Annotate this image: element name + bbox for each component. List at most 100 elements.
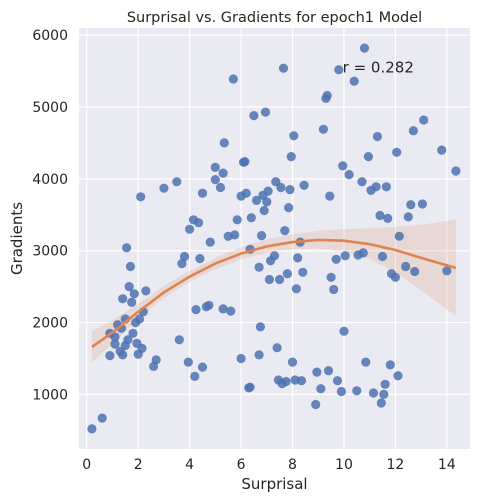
data-point [299, 180, 309, 190]
data-point [376, 398, 386, 408]
data-point [125, 261, 135, 272]
data-point [87, 424, 97, 434]
data-point [340, 251, 350, 261]
data-point [260, 107, 271, 117]
data-point [410, 266, 420, 277]
data-point [272, 343, 282, 353]
data-point [417, 199, 427, 209]
data-point [127, 297, 137, 307]
y-tick-label: 2000 [32, 316, 68, 332]
data-point [257, 231, 267, 241]
data-point [334, 65, 344, 75]
data-point [183, 357, 193, 367]
data-point [375, 210, 385, 221]
data-point [174, 335, 184, 345]
data-point [190, 371, 200, 381]
x-tick-label: 2 [134, 457, 143, 473]
data-point [141, 286, 151, 296]
data-point [230, 230, 240, 240]
data-point [451, 166, 461, 176]
data-point [358, 248, 368, 258]
data-point [403, 212, 413, 222]
data-point [357, 177, 367, 187]
data-point [289, 131, 299, 141]
data-point [291, 284, 301, 294]
data-point [254, 262, 264, 272]
data-point [269, 251, 280, 261]
data-point [276, 182, 286, 193]
data-point [218, 168, 228, 178]
data-point [236, 353, 246, 364]
data-point [323, 366, 334, 376]
data-point [383, 213, 393, 223]
y-tick-labels: 1000 2000 3000 4000 5000 6000 [32, 28, 68, 403]
data-point [124, 282, 134, 292]
data-point [442, 266, 452, 276]
data-point [312, 367, 322, 377]
x-tick-label: 4 [185, 457, 194, 473]
data-point [232, 215, 242, 225]
data-point [406, 200, 416, 210]
data-point [118, 350, 128, 360]
data-point [204, 300, 214, 310]
data-point [172, 177, 182, 187]
data-point [255, 322, 265, 332]
data-point [129, 289, 139, 299]
data-point [385, 360, 395, 370]
data-point [249, 111, 259, 121]
x-tick-labels: 0 2 4 6 8 10 12 14 [82, 457, 456, 473]
y-tick-label: 1000 [32, 387, 68, 403]
fit-line [91, 238, 457, 349]
data-point [316, 384, 326, 394]
data-point [390, 272, 400, 282]
data-point [240, 157, 250, 167]
grid [79, 28, 470, 449]
data-point [179, 251, 190, 262]
data-point [336, 386, 346, 397]
data-point [215, 182, 226, 193]
data-point [344, 170, 354, 180]
data-point [194, 218, 204, 228]
data-point [380, 379, 390, 389]
data-point [137, 343, 147, 353]
data-point [285, 185, 295, 195]
data-point [210, 175, 220, 185]
data-point [332, 376, 343, 386]
data-point [226, 306, 236, 316]
data-point [105, 351, 115, 361]
data-point [322, 90, 332, 101]
data-point [368, 388, 379, 398]
data-point [394, 231, 404, 241]
data-point [381, 182, 391, 192]
data-point [331, 254, 341, 264]
data-point [408, 126, 418, 136]
data-point [151, 355, 161, 365]
data-point [349, 76, 359, 86]
data-point [134, 314, 145, 324]
data-point [177, 259, 187, 269]
data-point [218, 304, 228, 314]
data-point [293, 253, 303, 263]
x-tick-label: 6 [237, 457, 246, 473]
data-point [275, 274, 285, 285]
y-tick-label: 5000 [32, 100, 68, 116]
data-point [259, 205, 269, 216]
data-point [122, 243, 132, 253]
data-point [298, 267, 308, 277]
data-point [338, 161, 348, 171]
data-point [219, 138, 229, 148]
data-point [241, 188, 251, 198]
data-point [339, 326, 349, 336]
data-point [377, 251, 388, 262]
x-tick-label: 14 [438, 457, 456, 473]
data-point [118, 294, 128, 304]
data-point [280, 226, 290, 236]
data-point [205, 237, 215, 247]
data-point [245, 382, 255, 392]
data-point [210, 162, 220, 172]
data-point [419, 115, 429, 125]
data-point [282, 269, 292, 279]
y-tick-label: 3000 [32, 244, 68, 260]
data-point [123, 335, 133, 345]
